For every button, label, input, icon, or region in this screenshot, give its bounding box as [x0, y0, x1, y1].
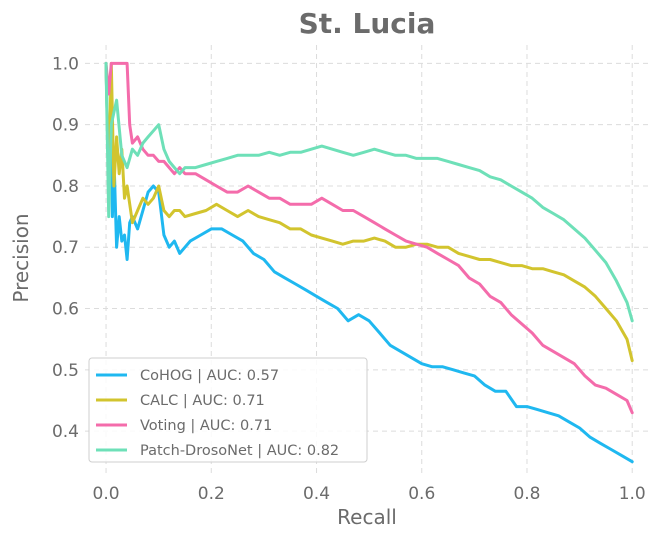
y-tick-label: 0.9 [52, 116, 79, 136]
x-tick-label: 1.0 [619, 484, 646, 504]
x-tick-label: 0.8 [513, 484, 540, 504]
series-line-patch-drosonet [104, 61, 634, 323]
y-tick-label: 1.0 [52, 54, 79, 74]
legend-label-cohog: CoHOG | AUC: 0.57 [140, 368, 279, 384]
legend-label-patch-drosonet: Patch-DrosoNet | AUC: 0.82 [140, 443, 339, 459]
legend-label-calc: CALC | AUC: 0.71 [140, 393, 265, 409]
legend: CoHOG | AUC: 0.57 CALC | AUC: 0.71 Voting … [88, 357, 368, 463]
x-axis-title: Recall [337, 505, 397, 529]
series-layer [104, 61, 634, 464]
x-tick-label: 0.2 [198, 484, 225, 504]
x-axis-ticks: 0.0 0.2 0.4 0.6 0.8 1.0 [93, 484, 646, 504]
y-tick-label: 0.8 [52, 177, 79, 197]
legend-label-voting: Voting | AUC: 0.71 [140, 418, 272, 434]
y-tick-label: 0.5 [52, 361, 79, 381]
y-tick-label: 0.4 [52, 422, 79, 442]
series-line-calc [104, 61, 634, 363]
chart-title: St. Lucia [299, 7, 436, 40]
x-tick-label: 0.6 [408, 484, 435, 504]
y-axis-title: Precision [9, 213, 33, 302]
y-tick-label: 0.6 [52, 300, 79, 320]
x-tick-label: 0.0 [93, 484, 120, 504]
y-tick-label: 0.7 [52, 238, 79, 258]
legend-box [88, 357, 368, 463]
x-tick-label: 0.4 [303, 484, 330, 504]
y-axis-ticks: 0.4 0.5 0.6 0.7 0.8 0.9 1.0 [52, 54, 79, 442]
series-line-voting [104, 61, 634, 415]
